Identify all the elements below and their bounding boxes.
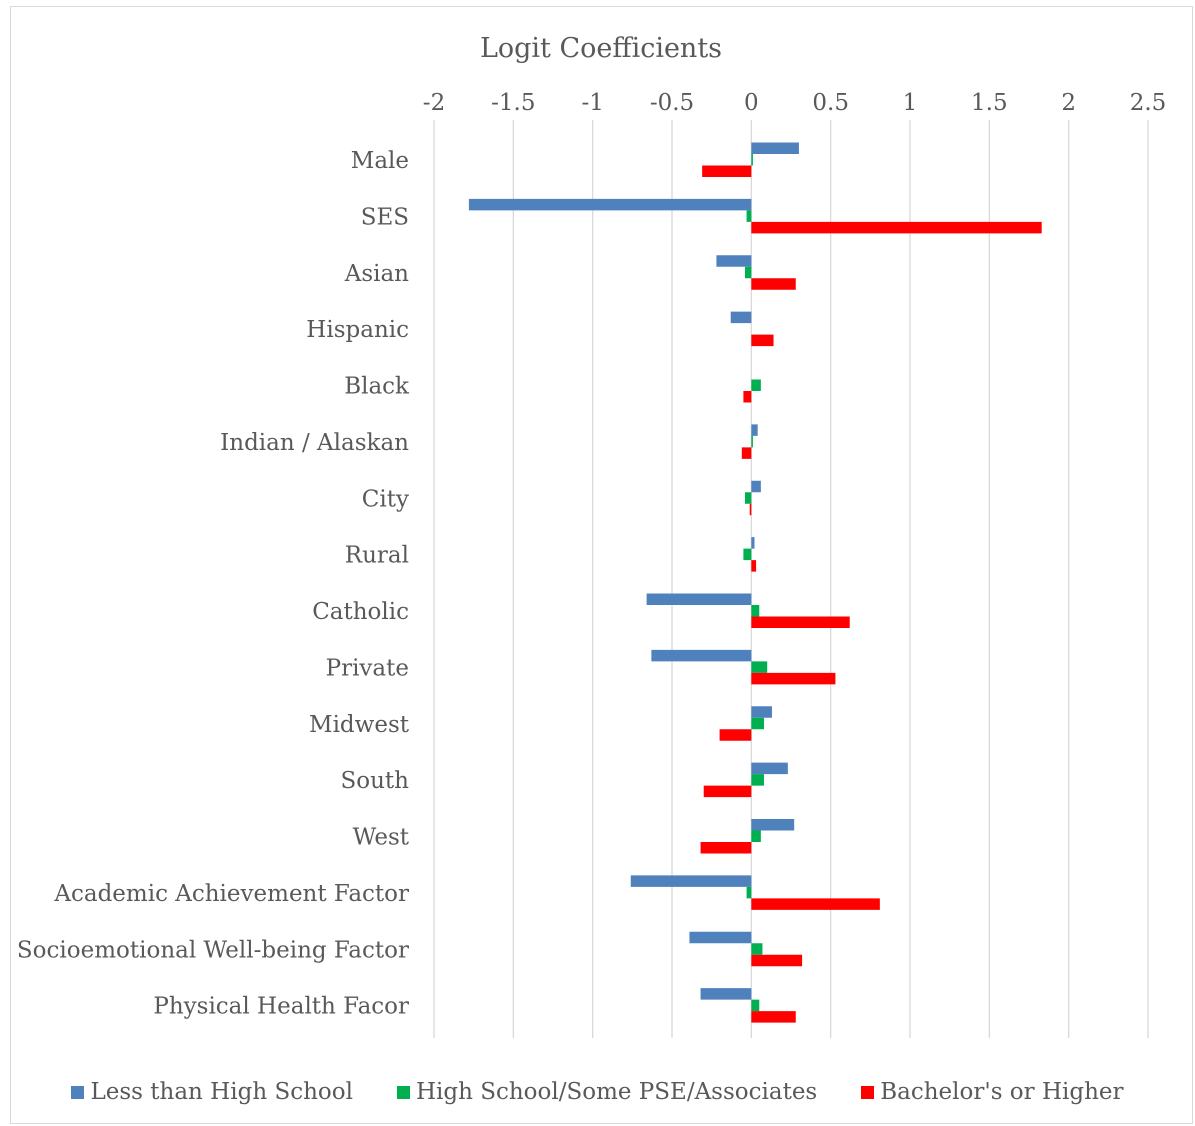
category-label: Midwest: [309, 712, 410, 738]
legend-item: Less than High School: [71, 1079, 353, 1105]
bar-1: [651, 649, 752, 662]
x-tick-label: 1: [903, 90, 918, 116]
bar-3: [751, 954, 803, 967]
bar-1: [751, 706, 772, 718]
category-label: Catholic: [312, 599, 409, 625]
bar-2: [751, 605, 760, 617]
legend-item: High School/Some PSE/Associates: [396, 1079, 818, 1105]
bar-2: [751, 943, 763, 955]
x-tick-label: -1: [581, 90, 603, 116]
bar-1: [630, 875, 752, 887]
category-label: Rural: [345, 543, 409, 569]
bar-2: [751, 379, 761, 391]
category-labels: Male SES Asian Hispanic Black Indian / Alaska…: [17, 148, 410, 1020]
bar-3: [741, 447, 752, 459]
legend-label: Bachelor's or Higher: [880, 1079, 1124, 1105]
bar-2: [751, 774, 765, 786]
legend-label: High School/Some PSE/Associates: [415, 1079, 818, 1105]
gridlines: [433, 120, 1149, 1038]
bar-3: [743, 391, 752, 403]
bar-3: [719, 729, 752, 741]
category-label: Black: [344, 374, 410, 400]
category-label: Private: [326, 655, 409, 681]
x-tick-label: -1.5: [491, 90, 535, 116]
category-label: Academic Achievement Factor: [53, 881, 409, 907]
bar-1: [646, 593, 752, 605]
legend-item: Bachelor's or Higher: [861, 1079, 1124, 1105]
x-tick-label: 0: [744, 90, 759, 116]
chart-frame: [10, 6, 1193, 1124]
category-label: Socioemotional Well-being Factor: [17, 937, 409, 963]
x-tick-label: 2.5: [1130, 90, 1167, 116]
bar-1: [730, 311, 752, 324]
category-label: SES: [361, 204, 409, 230]
bar-3: [751, 616, 850, 628]
bar-2: [751, 154, 753, 166]
legend-swatch: [71, 1085, 85, 1099]
bar-1: [751, 819, 795, 831]
bar-2: [744, 266, 752, 279]
x-tick-labels: -2 -1.5 -1 -0.5 0 0.5 1 1.5 2 2.5: [423, 90, 1166, 116]
bar-1: [751, 142, 799, 154]
x-tick-label: 2: [1061, 90, 1076, 116]
category-label: Male: [351, 148, 409, 174]
legend-swatch: [396, 1085, 410, 1099]
category-label: West: [353, 825, 410, 851]
legend-swatch: [861, 1085, 875, 1099]
bar-1: [751, 424, 758, 436]
bar-series: [468, 142, 1042, 1023]
bar-2: [751, 661, 768, 673]
bar-2: [751, 717, 765, 730]
bar-3: [703, 785, 752, 798]
bar-3: [751, 898, 880, 910]
bar-2: [751, 830, 761, 842]
bar-1: [751, 537, 755, 549]
category-label: Asian: [344, 261, 409, 287]
x-tick-label: 0.5: [812, 90, 849, 116]
category-label: City: [362, 486, 409, 512]
category-label: South: [341, 768, 410, 794]
bar-2: [746, 210, 752, 222]
bar-1: [751, 480, 761, 493]
bar-1: [689, 931, 752, 944]
bar-2: [751, 435, 753, 448]
bar-3: [751, 278, 796, 290]
bar-2: [746, 886, 752, 899]
bar-1: [751, 762, 788, 775]
legend-label: Less than High School: [90, 1079, 353, 1105]
x-tick-label: 1.5: [971, 90, 1008, 116]
x-tick-label: -2: [423, 90, 445, 116]
bar-2: [743, 548, 752, 561]
legend: Less than High School High School/Some PS…: [0, 1074, 1195, 1110]
bar-3: [702, 165, 752, 177]
bar-1: [468, 198, 752, 211]
bar-3: [751, 1011, 796, 1023]
bar-3: [700, 842, 752, 854]
chart-title: Logit Coefficients: [480, 33, 722, 64]
bar-2: [744, 492, 752, 504]
bar-3: [751, 672, 836, 685]
category-label: Physical Health Facor: [153, 994, 409, 1020]
category-label: Hispanic: [306, 317, 409, 343]
bar-3: [751, 334, 774, 347]
bar-2: [751, 999, 760, 1012]
bar-3: [749, 503, 752, 516]
category-label: Indian / Alaskan: [220, 430, 409, 456]
bar-3: [751, 560, 757, 572]
bar-1: [700, 988, 752, 1000]
x-tick-label: -0.5: [650, 90, 694, 116]
bar-1: [716, 255, 752, 267]
bar-3: [751, 221, 1042, 234]
